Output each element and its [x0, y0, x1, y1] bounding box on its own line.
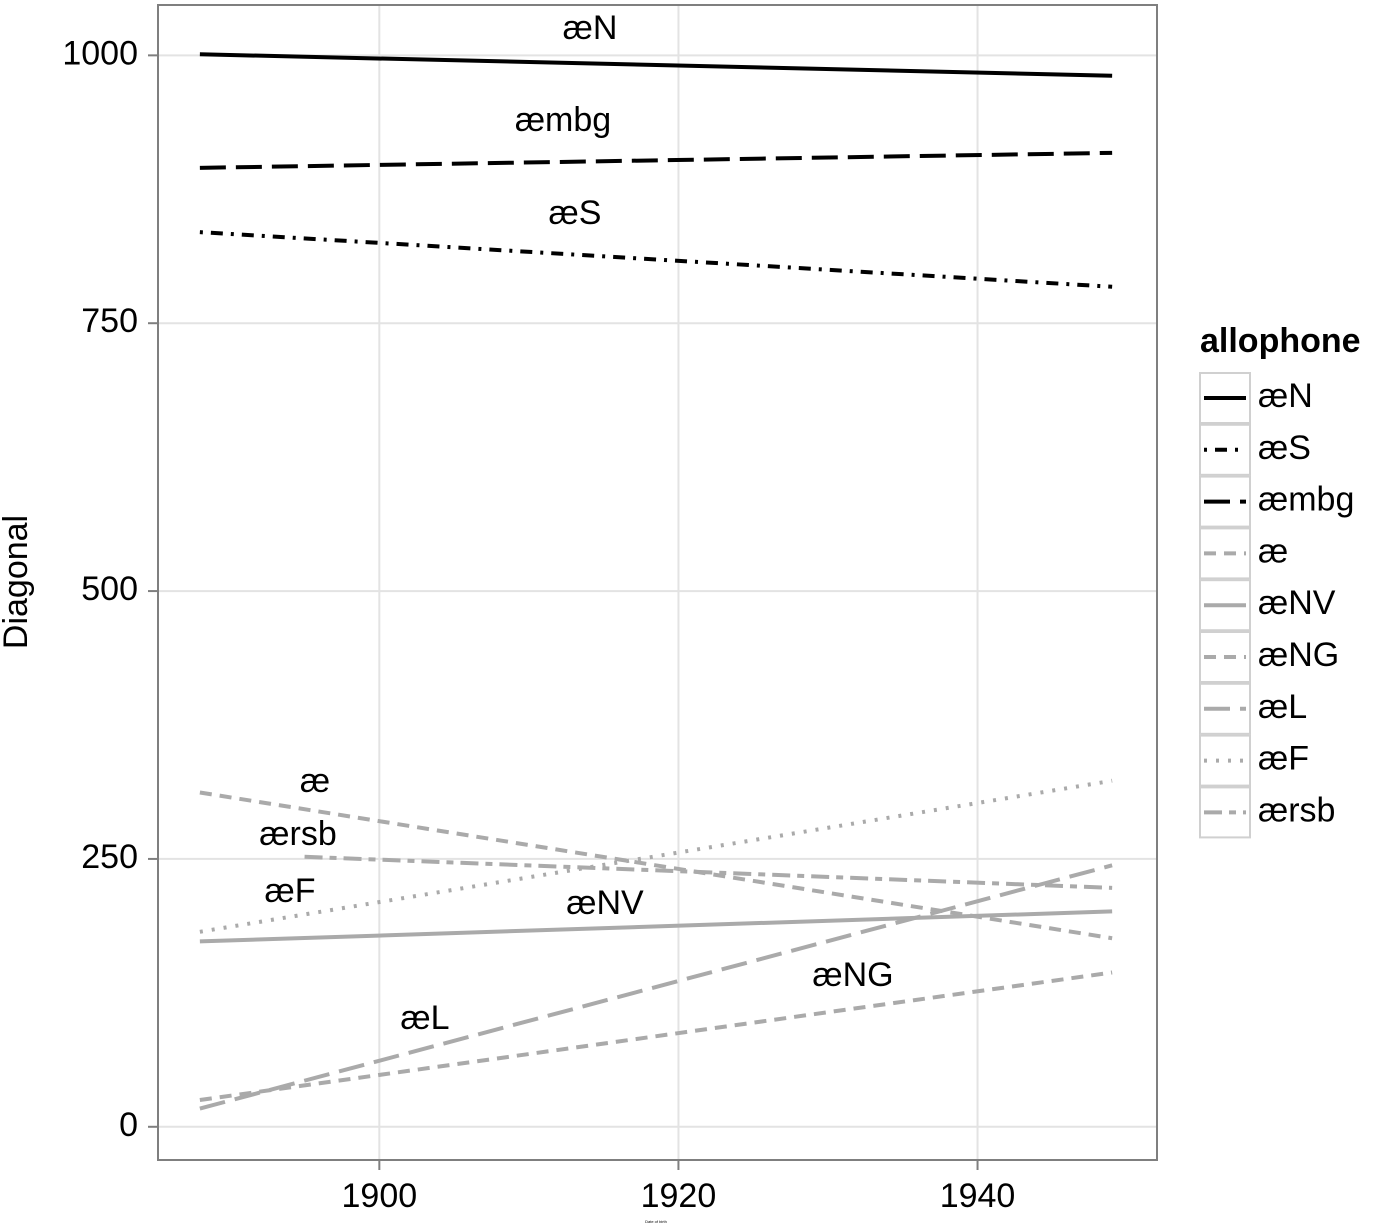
y-tick-label: 1000 — [62, 34, 138, 72]
grid — [158, 5, 1157, 1160]
legend-label: æF — [1258, 740, 1309, 778]
y-tick-label: 500 — [81, 570, 138, 608]
line-label: æNV — [566, 884, 644, 922]
line-label: æmbg — [515, 101, 611, 139]
legend-label: æN — [1258, 377, 1313, 415]
line-label: æL — [400, 999, 449, 1037]
legend-title: allophone — [1200, 322, 1361, 360]
legend: æN æS æmbg æ æNV æNG æL æF ærsb — [1199, 372, 1354, 839]
legend-label: æ — [1258, 532, 1288, 570]
legend-label: æS — [1258, 429, 1311, 467]
line — [199, 52, 1113, 78]
line — [199, 909, 1113, 944]
line-label: æF — [265, 872, 316, 910]
line — [199, 778, 1113, 934]
x-tick-label: 1940 — [940, 1177, 1016, 1215]
y-tick-label: 0 — [119, 1106, 138, 1144]
plot-panel — [158, 5, 1157, 1160]
legend-label: æL — [1258, 688, 1307, 726]
line — [199, 790, 1113, 941]
lines — [199, 52, 1113, 1111]
panel-border — [157, 4, 1158, 1161]
line — [199, 863, 1113, 1111]
line — [199, 230, 1113, 289]
legend-label: æNV — [1258, 584, 1336, 622]
line-label: ærsb — [259, 815, 336, 853]
legend-label: ærsb — [1258, 791, 1335, 829]
legend-label: æmbg — [1258, 481, 1354, 519]
line — [304, 854, 1113, 890]
line — [199, 150, 1113, 170]
x-tick-label: 1920 — [641, 1177, 717, 1215]
y-tick-label: 750 — [81, 302, 138, 340]
line — [199, 970, 1113, 1102]
x-tick-label: 1900 — [342, 1177, 418, 1215]
line-label: æN — [563, 9, 618, 47]
legend-label: æNG — [1258, 636, 1339, 674]
y-axis-label: Diagonal — [0, 515, 35, 649]
line-label: æ — [300, 762, 330, 800]
line-label: æNG — [812, 956, 893, 994]
x-axis-label: Date of birth — [645, 1219, 667, 1224]
y-tick-label: 250 — [81, 838, 138, 876]
line-label: æS — [549, 194, 602, 232]
